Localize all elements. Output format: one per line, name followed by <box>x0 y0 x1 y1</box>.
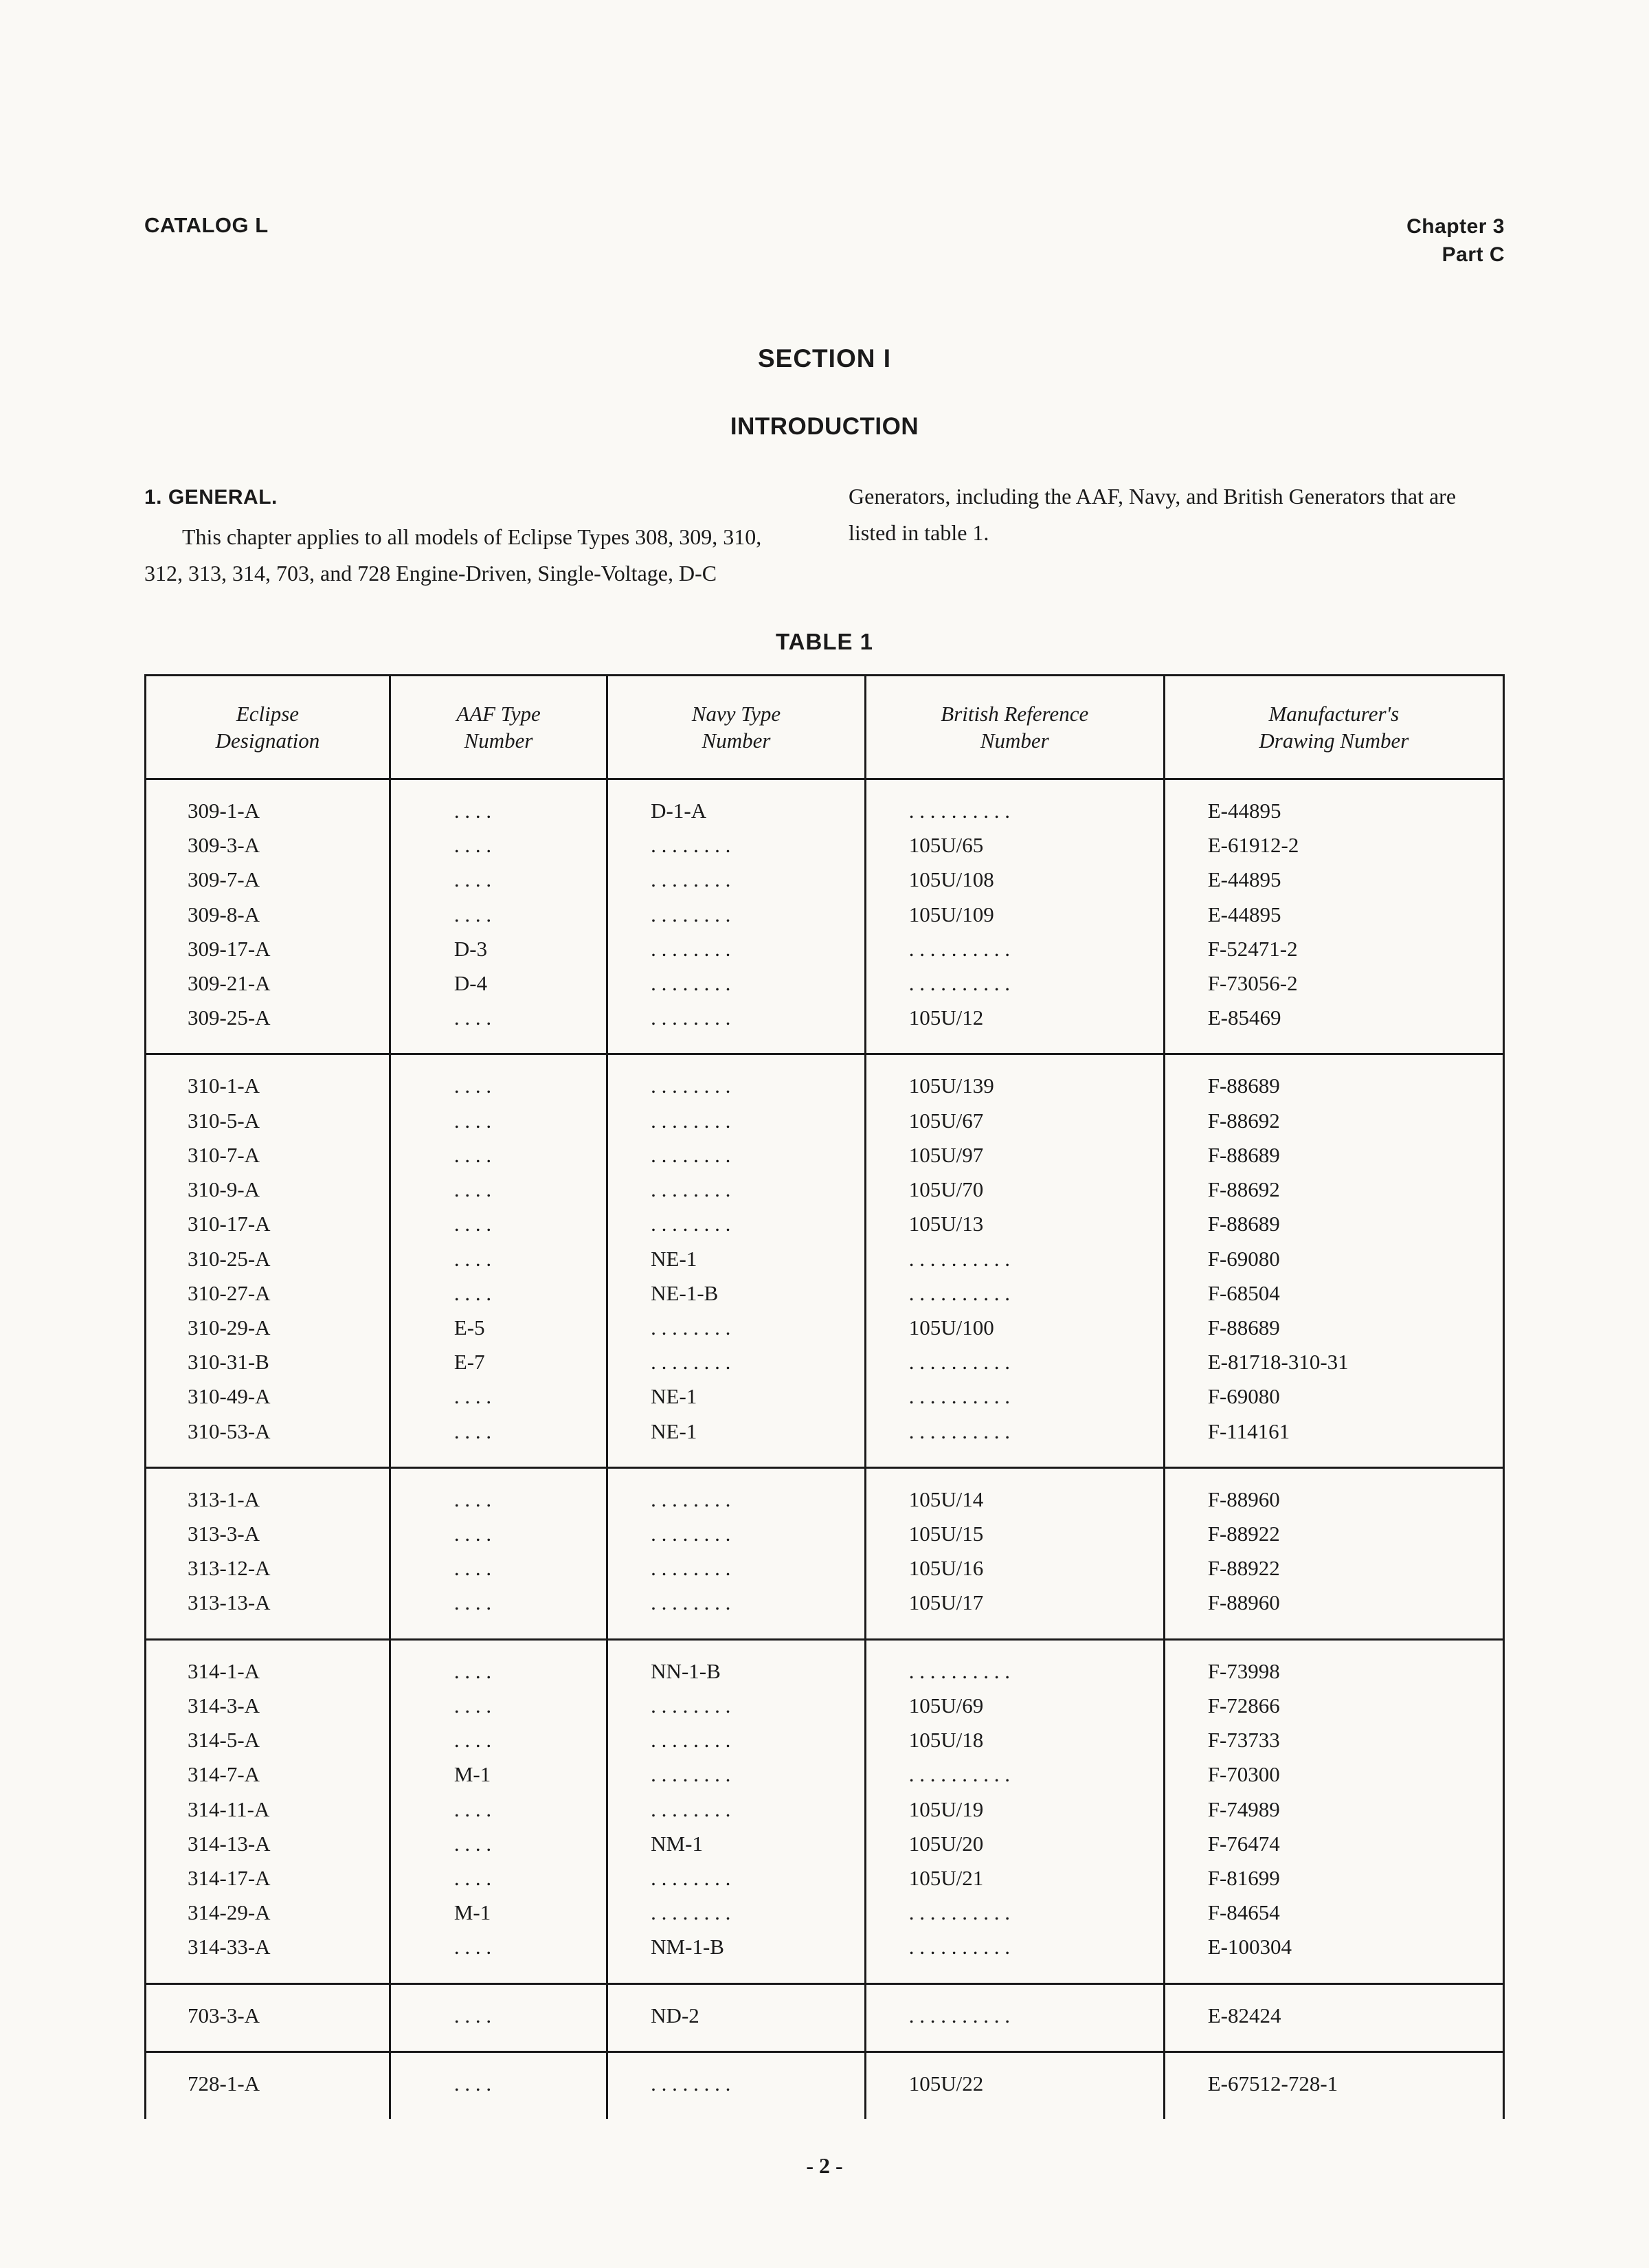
header-catalog: CATALOG L <box>144 213 269 238</box>
th-brit-l1: British Reference <box>873 701 1156 728</box>
header-part: Part C <box>1406 241 1505 269</box>
cell-brit-text: . . . . . . . . . . <box>866 1985 1163 2051</box>
th-brit: British Reference Number <box>865 676 1164 779</box>
cell-eclipse: 728-1-A <box>146 2052 390 2119</box>
cell-aaf-text: . . . . . . . . . . . . . . . . . . . . … <box>391 1055 606 1466</box>
cell-aaf: . . . . . . . . . . . . . . . . D-3 D-4 … <box>390 779 607 1054</box>
th-eclipse-l2: Designation <box>153 728 382 755</box>
reference-table: Eclipse Designation AAF Type Number Navy… <box>144 674 1505 2119</box>
cell-navy-text: D-1-A . . . . . . . . . . . . . . . . . … <box>608 780 864 1054</box>
cell-navy: . . . . . . . . . . . . . . . . . . . . … <box>607 1054 866 1467</box>
cell-eclipse-text: 314-1-A 314-3-A 314-5-A 314-7-A 314-11-A… <box>146 1641 389 1983</box>
cell-aaf-text: . . . . <box>391 1985 606 2051</box>
th-eclipse-l1: Eclipse <box>153 701 382 728</box>
cell-mfr-text: E-82424 <box>1165 1985 1503 2051</box>
page: CATALOG L Chapter 3 Part C SECTION I INT… <box>0 0 1649 2268</box>
th-mfr-l2: Drawing Number <box>1172 728 1496 755</box>
paragraph-heading: 1. GENERAL. <box>144 486 278 509</box>
cell-brit-text: 105U/22 <box>866 2053 1163 2119</box>
th-mfr: Manufacturer's Drawing Number <box>1164 676 1503 779</box>
header-chapter-part: Chapter 3 Part C <box>1406 213 1505 269</box>
cell-eclipse: 310-1-A 310-5-A 310-7-A 310-9-A 310-17-A… <box>146 1054 390 1467</box>
table-group: 313-1-A 313-3-A 313-12-A 313-13-A. . . .… <box>146 1467 1504 1639</box>
th-navy-l2: Number <box>615 728 857 755</box>
table-group: 703-3-A. . . .ND-2. . . . . . . . . .E-8… <box>146 1983 1504 2052</box>
th-eclipse: Eclipse Designation <box>146 676 390 779</box>
cell-eclipse: 309-1-A 309-3-A 309-7-A 309-8-A 309-17-A… <box>146 779 390 1054</box>
th-aaf-l2: Number <box>398 728 599 755</box>
cell-mfr: F-73998 F-72866 F-73733 F-70300 F-74989 … <box>1164 1639 1503 1983</box>
cell-navy-text: . . . . . . . . . . . . . . . . . . . . … <box>608 1469 864 1638</box>
cell-aaf-text: . . . . <box>391 2053 606 2119</box>
cell-navy: NN-1-B . . . . . . . . . . . . . . . . .… <box>607 1639 866 1983</box>
cell-aaf: . . . . . . . . . . . . M-1 . . . . . . … <box>390 1639 607 1983</box>
cell-eclipse: 314-1-A 314-3-A 314-5-A 314-7-A 314-11-A… <box>146 1639 390 1983</box>
cell-navy: . . . . . . . . <box>607 2052 866 2119</box>
cell-eclipse: 313-1-A 313-3-A 313-12-A 313-13-A <box>146 1467 390 1639</box>
cell-navy: ND-2 <box>607 1983 866 2052</box>
cell-mfr: F-88689 F-88692 F-88689 F-88692 F-88689 … <box>1164 1054 1503 1467</box>
table-group: 728-1-A. . . .. . . . . . . .105U/22E-67… <box>146 2052 1504 2119</box>
body-columns: 1. GENERAL. This chapter applies to all … <box>144 478 1505 591</box>
cell-brit-text: 105U/14 105U/15 105U/16 105U/17 <box>866 1469 1163 1638</box>
cell-mfr-text: F-73998 F-72866 F-73733 F-70300 F-74989 … <box>1165 1641 1503 1983</box>
cell-aaf: . . . . . . . . . . . . . . . . <box>390 1467 607 1639</box>
cell-brit: 105U/22 <box>865 2052 1164 2119</box>
cell-eclipse-text: 309-1-A 309-3-A 309-7-A 309-8-A 309-17-A… <box>146 780 389 1054</box>
cell-mfr: E-44895 E-61912-2 E-44895 E-44895 F-5247… <box>1164 779 1503 1054</box>
cell-eclipse-text: 313-1-A 313-3-A 313-12-A 313-13-A <box>146 1469 389 1638</box>
cell-brit-text: . . . . . . . . . . 105U/65 105U/108 105… <box>866 780 1163 1054</box>
cell-mfr-text: E-67512-728-1 <box>1165 2053 1503 2119</box>
cell-aaf: . . . . <box>390 1983 607 2052</box>
cell-mfr: E-67512-728-1 <box>1164 2052 1503 2119</box>
th-navy-l1: Navy Type <box>615 701 857 728</box>
table-title: TABLE 1 <box>144 629 1505 655</box>
th-aaf: AAF Type Number <box>390 676 607 779</box>
cell-aaf-text: . . . . . . . . . . . . M-1 . . . . . . … <box>391 1641 606 1983</box>
cell-brit: . . . . . . . . . . 105U/65 105U/108 105… <box>865 779 1164 1054</box>
th-aaf-l1: AAF Type <box>398 701 599 728</box>
cell-brit: 105U/139 105U/67 105U/97 105U/70 105U/13… <box>865 1054 1164 1467</box>
cell-mfr-text: F-88960 F-88922 F-88922 F-88960 <box>1165 1469 1503 1638</box>
cell-mfr: F-88960 F-88922 F-88922 F-88960 <box>1164 1467 1503 1639</box>
cell-brit: . . . . . . . . . . <box>865 1983 1164 2052</box>
cell-eclipse-text: 310-1-A 310-5-A 310-7-A 310-9-A 310-17-A… <box>146 1055 389 1466</box>
cell-brit: . . . . . . . . . . 105U/69 105U/18 . . … <box>865 1639 1164 1983</box>
cell-eclipse-text: 703-3-A <box>146 1985 389 2051</box>
cell-navy: . . . . . . . . . . . . . . . . . . . . … <box>607 1467 866 1639</box>
page-number: - 2 - <box>0 2153 1649 2179</box>
cell-mfr: E-82424 <box>1164 1983 1503 2052</box>
cell-mfr-text: F-88689 F-88692 F-88689 F-88692 F-88689 … <box>1165 1055 1503 1466</box>
table-group: 310-1-A 310-5-A 310-7-A 310-9-A 310-17-A… <box>146 1054 1504 1467</box>
table-group: 314-1-A 314-3-A 314-5-A 314-7-A 314-11-A… <box>146 1639 1504 1983</box>
cell-aaf: . . . . . . . . . . . . . . . . . . . . … <box>390 1054 607 1467</box>
th-navy: Navy Type Number <box>607 676 866 779</box>
header-chapter: Chapter 3 <box>1406 213 1505 241</box>
cell-brit-text: . . . . . . . . . . 105U/69 105U/18 . . … <box>866 1641 1163 1983</box>
th-brit-l2: Number <box>873 728 1156 755</box>
cell-mfr-text: E-44895 E-61912-2 E-44895 E-44895 F-5247… <box>1165 780 1503 1054</box>
cell-eclipse: 703-3-A <box>146 1983 390 2052</box>
table-group: 309-1-A 309-3-A 309-7-A 309-8-A 309-17-A… <box>146 779 1504 1054</box>
page-header: CATALOG L Chapter 3 Part C <box>144 213 1505 269</box>
table-body: 309-1-A 309-3-A 309-7-A 309-8-A 309-17-A… <box>146 779 1504 2119</box>
section-title: SECTION I <box>144 344 1505 373</box>
cell-aaf-text: . . . . . . . . . . . . . . . . D-3 D-4 … <box>391 780 606 1054</box>
cell-navy-text: . . . . . . . . <box>608 2053 864 2119</box>
cell-navy-text: ND-2 <box>608 1985 864 2051</box>
cell-navy-text: NN-1-B . . . . . . . . . . . . . . . . .… <box>608 1641 864 1983</box>
introduction-title: INTRODUCTION <box>144 413 1505 441</box>
paragraph-text: This chapter applies to all models of Ec… <box>144 478 1505 591</box>
th-mfr-l1: Manufacturer's <box>1172 701 1496 728</box>
cell-navy: D-1-A . . . . . . . . . . . . . . . . . … <box>607 779 866 1054</box>
cell-aaf: . . . . <box>390 2052 607 2119</box>
cell-aaf-text: . . . . . . . . . . . . . . . . <box>391 1469 606 1638</box>
cell-brit-text: 105U/139 105U/67 105U/97 105U/70 105U/13… <box>866 1055 1163 1466</box>
cell-brit: 105U/14 105U/15 105U/16 105U/17 <box>865 1467 1164 1639</box>
cell-navy-text: . . . . . . . . . . . . . . . . . . . . … <box>608 1055 864 1466</box>
cell-eclipse-text: 728-1-A <box>146 2053 389 2119</box>
table-head: Eclipse Designation AAF Type Number Navy… <box>146 676 1504 779</box>
